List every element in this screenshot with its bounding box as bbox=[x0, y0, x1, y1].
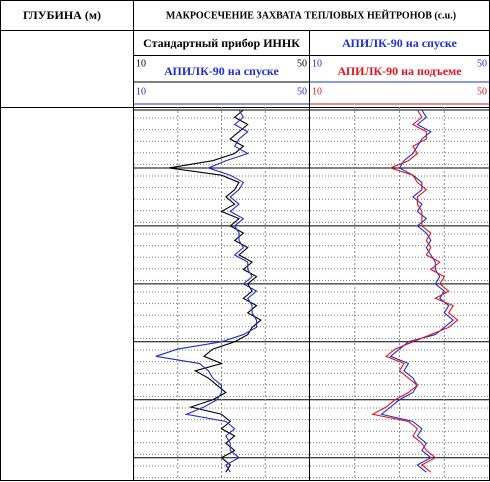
title: МАКРОСЕЧЕНИЕ ЗАХВАТА ТЕПЛОВЫХ НЕЙТРОНОВ … bbox=[166, 9, 456, 21]
y-tick-label: 1740 bbox=[55, 452, 78, 463]
legend-entry: Стандартный прибор ИННК bbox=[143, 36, 300, 50]
y-tick-label: 1700 bbox=[55, 336, 78, 347]
x-tick-label: 50 bbox=[477, 86, 487, 97]
x-tick-label: 50 bbox=[297, 86, 307, 97]
x-tick-label: 10 bbox=[312, 86, 322, 97]
y-tick-label: 1660 bbox=[55, 221, 78, 232]
curve bbox=[168, 109, 262, 473]
plot-area: 1620 1640 1660 1680 1700 1720 1740 bbox=[55, 105, 489, 479]
y-tick-label: 1720 bbox=[55, 394, 78, 405]
legend-entry: АПИЛК-90 на спуске bbox=[164, 64, 279, 78]
x-tick-label: 10 bbox=[136, 58, 146, 69]
curve bbox=[380, 109, 455, 473]
x-tick-label: 50 bbox=[477, 58, 487, 69]
curve bbox=[155, 109, 258, 473]
legend-entry: АПИЛК-90 на подъеме bbox=[337, 64, 462, 78]
x-tick-label: 50 bbox=[297, 58, 307, 69]
y-tick-label: 1640 bbox=[55, 163, 78, 174]
y-tick-label: 1620 bbox=[55, 105, 78, 116]
legend-entry: АПИЛК-90 на спуске bbox=[342, 36, 457, 50]
x-tick-label: 10 bbox=[312, 58, 322, 69]
x-tick-label: 10 bbox=[136, 86, 146, 97]
y-tick-label: 1680 bbox=[55, 278, 78, 289]
depth-label: ГЛУБИНА (м) bbox=[23, 8, 101, 22]
curve bbox=[371, 109, 459, 473]
